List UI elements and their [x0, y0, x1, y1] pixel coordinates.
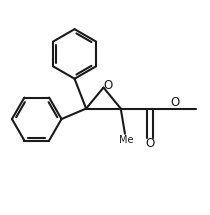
Text: O: O [104, 79, 113, 92]
Text: O: O [146, 137, 155, 150]
Text: Me: Me [119, 135, 133, 145]
Text: O: O [171, 96, 180, 109]
